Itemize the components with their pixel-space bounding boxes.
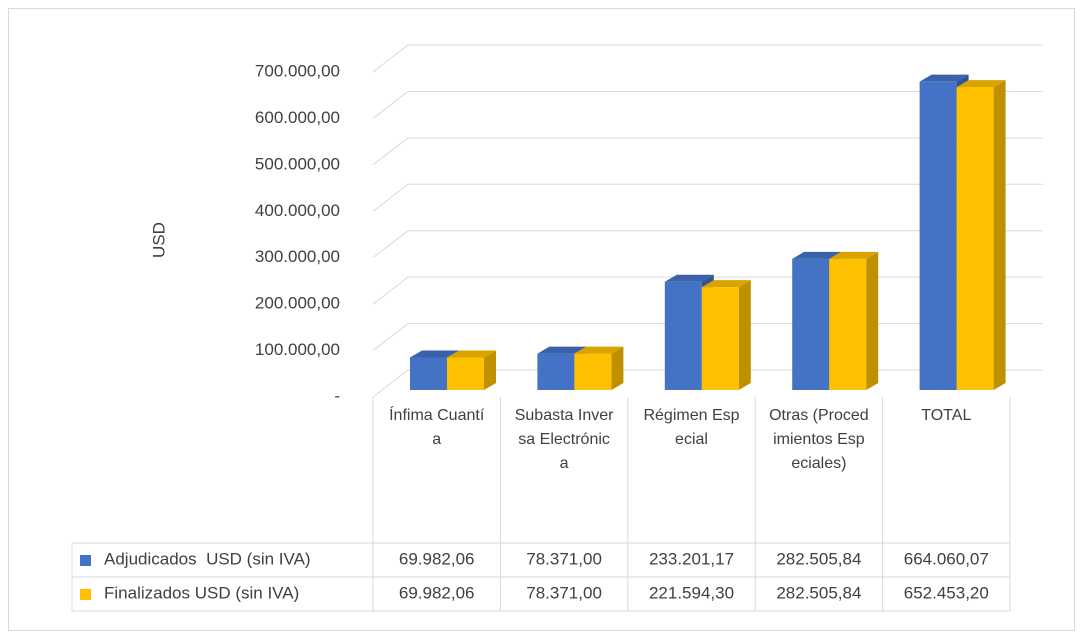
bar — [574, 353, 612, 390]
y-tick-label: 300.000,00 — [255, 247, 340, 266]
y-tick-label: 700.000,00 — [255, 61, 340, 80]
bar — [701, 287, 739, 390]
table-value: 78.371,00 — [526, 549, 602, 568]
bar-top — [919, 74, 969, 82]
bar-top — [537, 346, 587, 354]
y-tick-label: 200.000,00 — [255, 294, 340, 313]
y-tick-label: 100.000,00 — [255, 340, 340, 359]
table-value: 282.505,84 — [776, 549, 861, 568]
chart-border — [8, 8, 1075, 631]
y-tick-label: 600.000,00 — [255, 108, 340, 127]
y-tick-label: 400.000,00 — [255, 201, 340, 220]
bar — [664, 281, 702, 390]
category-label: Subasta Inversa Electrónica — [514, 407, 614, 472]
grid-line — [372, 137, 1043, 166]
bar-top — [410, 350, 459, 358]
table-value: 69.982,06 — [399, 549, 475, 568]
table-value: 282.505,84 — [776, 583, 861, 602]
bar — [919, 81, 957, 390]
grid-line — [372, 183, 1043, 212]
bar-top — [574, 346, 624, 354]
grid-line — [372, 44, 1043, 73]
table-value: 221.594,30 — [649, 583, 734, 602]
bar-side — [484, 350, 496, 390]
legend-key — [80, 589, 91, 600]
bar-top — [956, 80, 1006, 88]
bar-top — [829, 251, 879, 259]
bar-side — [738, 280, 751, 390]
legend-label: Finalizados USD (sin IVA) — [104, 583, 299, 602]
legend-key — [80, 555, 91, 566]
bar — [537, 353, 575, 390]
grid-line — [372, 90, 1043, 119]
table-value: 652.453,20 — [904, 583, 989, 602]
bar-side — [866, 251, 879, 390]
bar-top — [701, 280, 751, 288]
bar-side — [611, 346, 624, 390]
bar — [956, 87, 994, 390]
bar-side — [993, 80, 1006, 390]
bar — [792, 258, 830, 390]
table-value: 233.201,17 — [649, 549, 734, 568]
bar-top — [664, 274, 714, 282]
y-axis-title: USD — [149, 222, 168, 258]
table-value: 69.982,06 — [399, 583, 475, 602]
bar-top — [792, 251, 842, 259]
category-label: TOTAL — [921, 407, 972, 424]
bar — [829, 258, 867, 390]
bar-top — [447, 350, 496, 358]
category-label: Régimen Especial — [643, 407, 740, 448]
table-value: 78.371,00 — [526, 583, 602, 602]
category-label: Ínfima Cuantía — [389, 407, 485, 448]
bar — [410, 357, 447, 390]
bar — [447, 357, 484, 390]
y-tick-label: - — [334, 386, 340, 405]
grid-line — [372, 230, 1043, 259]
legend-label: Adjudicados USD (sin IVA) — [104, 549, 311, 568]
table-value: 664.060,07 — [904, 549, 989, 568]
category-label: Otras (Procedimientos Especiales) — [769, 407, 869, 472]
y-tick-label: 500.000,00 — [255, 154, 340, 173]
